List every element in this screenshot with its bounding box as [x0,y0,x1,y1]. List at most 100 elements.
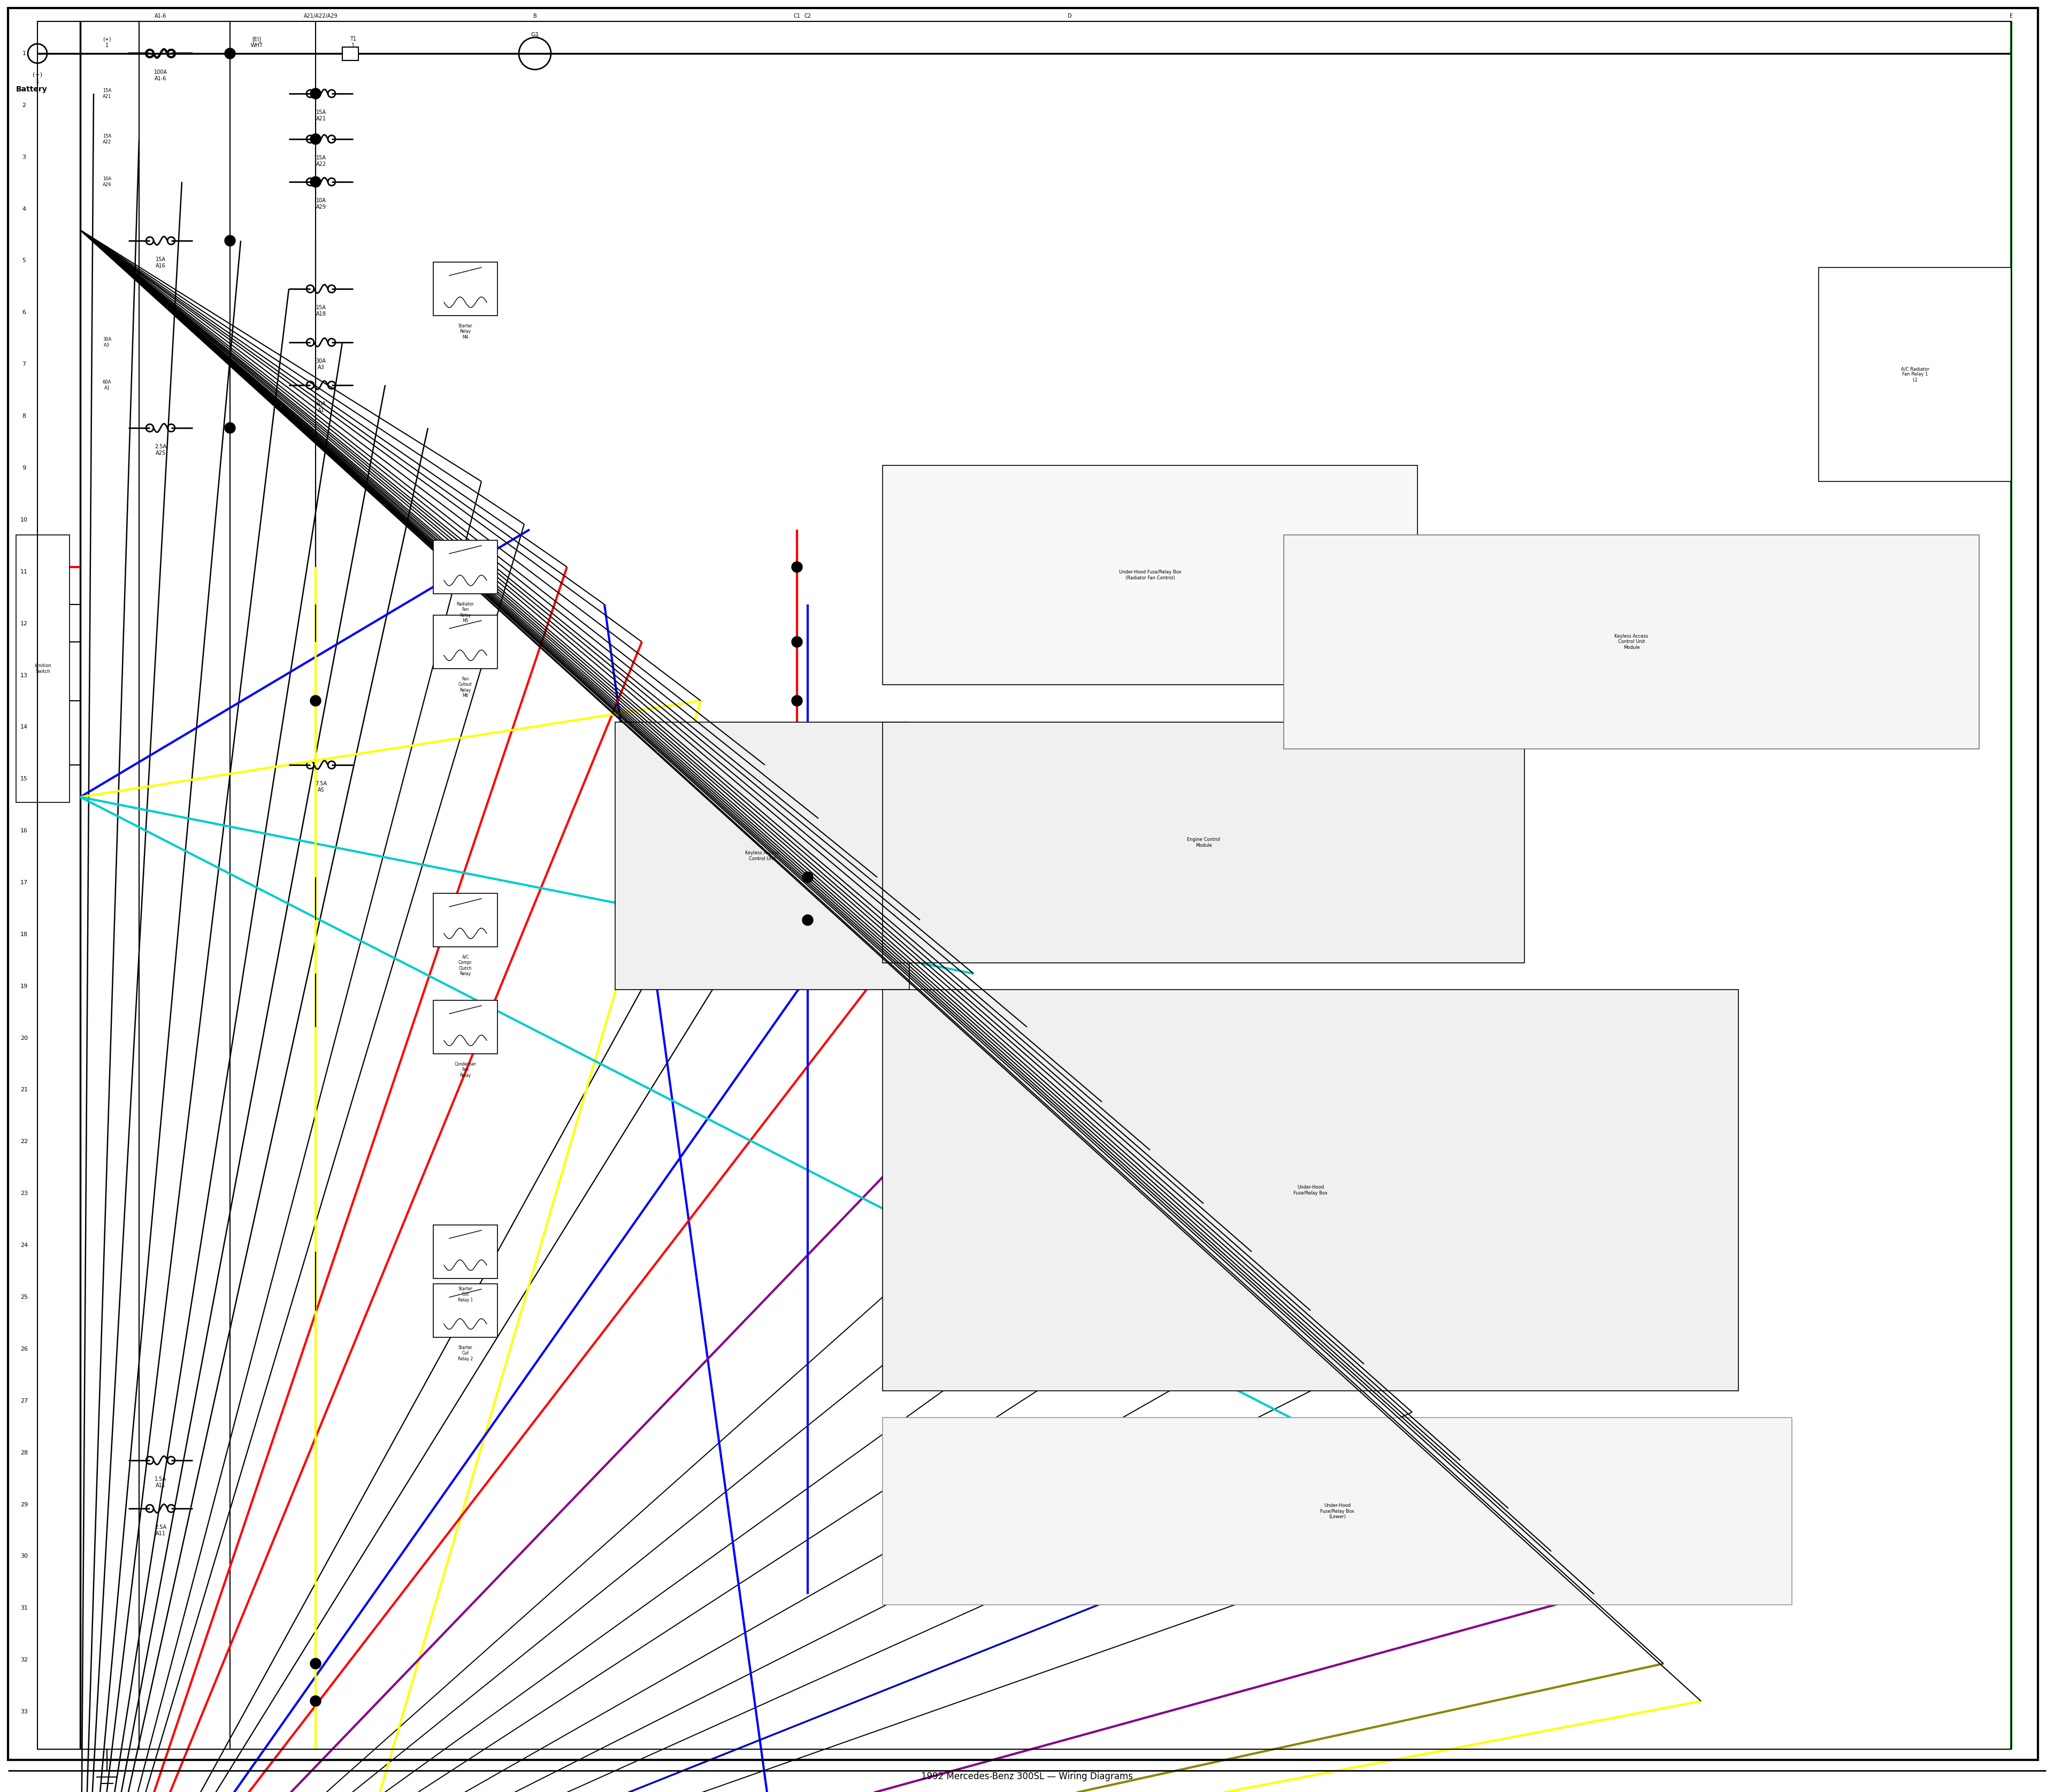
Text: 4: 4 [23,206,27,211]
Text: 17: 17 [21,880,29,885]
Text: 12: 12 [21,620,29,625]
Bar [883,1417,1791,1606]
Text: A1-6: A1-6 [154,13,166,18]
Circle shape [310,1695,320,1706]
Bar [433,615,497,668]
Text: A21/A22/A29: A21/A22/A29 [304,13,339,18]
Text: 26: 26 [21,1346,29,1351]
Text: 29: 29 [21,1502,29,1507]
Text: Starter
Cut
Relay 1: Starter Cut Relay 1 [458,1287,472,1303]
Text: Ignition
Switch: Ignition Switch [35,663,51,674]
Circle shape [224,48,236,59]
Text: 3: 3 [23,154,27,159]
Bar [433,262,497,315]
Text: (+)
1: (+) 1 [33,72,43,84]
Text: 7: 7 [23,362,27,367]
Text: B: B [534,13,536,18]
Text: 20: 20 [21,1036,29,1041]
Text: 13: 13 [21,672,29,677]
Text: A/C
Compr.
Clutch
Relay: A/C Compr. Clutch Relay [458,955,472,977]
Circle shape [803,914,813,925]
Text: E: E [2009,13,2013,18]
Text: 1992 Mercedes-Benz 300SL — Wiring Diagrams: 1992 Mercedes-Benz 300SL — Wiring Diagra… [920,1772,1134,1781]
Text: 15A
A22: 15A A22 [316,156,327,167]
Circle shape [224,235,236,246]
Text: D: D [1068,13,1072,18]
Text: [EI]
WHT: [EI] WHT [251,36,263,48]
Text: 1.5A
A11: 1.5A A11 [154,1477,166,1487]
Text: 15A
A21: 15A A21 [316,109,327,122]
Bar [433,1226,497,1278]
Text: G1: G1 [530,32,538,38]
Text: 100A
A1-6: 100A A1-6 [154,70,166,81]
Text: 10: 10 [21,518,29,523]
Text: 8: 8 [23,414,27,419]
Text: Under-Hood
Fuse/Relay Box
(Lower): Under-Hood Fuse/Relay Box (Lower) [1321,1503,1354,1520]
Bar [883,466,1417,685]
Circle shape [310,1658,320,1668]
Circle shape [224,423,236,434]
Text: 16: 16 [21,828,29,833]
Text: Keyless Access
Control Unit
Module: Keyless Access Control Unit Module [1614,634,1649,650]
Text: 5: 5 [23,258,27,263]
Text: Battery: Battery [16,86,47,93]
Text: Starter
Relay
M4: Starter Relay M4 [458,324,472,339]
Text: 31: 31 [21,1606,29,1611]
Circle shape [803,873,813,883]
Text: 27: 27 [21,1398,29,1403]
Circle shape [310,88,320,99]
Text: 33: 33 [21,1710,29,1715]
Bar [433,1000,497,1054]
Text: 6: 6 [23,310,27,315]
Circle shape [310,695,320,706]
Bar [433,894,497,946]
Text: 21: 21 [21,1088,29,1093]
Text: 15A
A21: 15A A21 [103,88,111,99]
Text: 22: 22 [21,1140,29,1145]
Text: 25: 25 [21,1294,29,1299]
Bar [614,722,910,989]
Text: 15: 15 [21,776,29,781]
Text: 32: 32 [21,1658,29,1663]
Text: Under-Hood Fuse/Relay Box
(Radiator Fan Control): Under-Hood Fuse/Relay Box (Radiator Fan … [1119,570,1181,581]
Text: T1
1: T1 1 [349,36,355,48]
Text: (+)
1: (+) 1 [103,36,111,48]
Text: Under-Hood
Fuse/Relay Box: Under-Hood Fuse/Relay Box [1294,1185,1327,1195]
Text: 2.5A
A11: 2.5A A11 [154,1525,166,1536]
Text: 15A
A16: 15A A16 [156,256,166,269]
Text: 14: 14 [21,724,29,729]
Text: Keyless Access
Control Unit: Keyless Access Control Unit [746,851,778,862]
Text: 30A
A3: 30A A3 [316,358,327,369]
Text: 9: 9 [23,466,27,471]
Text: A/C Radiator
Fan Relay 1
L1: A/C Radiator Fan Relay 1 L1 [1900,367,1929,382]
Text: 11: 11 [21,570,29,575]
Bar [883,722,1524,962]
Text: 60A
A1: 60A A1 [103,380,111,391]
Bar [343,47,357,61]
Circle shape [310,134,320,145]
Text: C2: C2 [805,13,811,18]
Bar [1284,536,1980,749]
Text: Engine Control
Module: Engine Control Module [1187,837,1220,848]
Text: C1: C1 [793,13,801,18]
Text: 2.5A
A25: 2.5A A25 [154,444,166,455]
Text: 15A
A18: 15A A18 [316,305,327,317]
Circle shape [791,561,803,572]
Bar [433,539,497,593]
Text: 28: 28 [21,1450,29,1455]
Text: 10A
A29: 10A A29 [103,177,111,186]
Text: 24: 24 [21,1242,29,1247]
Bar [16,536,70,803]
Circle shape [791,636,803,647]
Text: 23: 23 [21,1192,29,1197]
Bar [1818,267,2011,482]
Text: 30A
A3: 30A A3 [103,337,111,348]
Bar [433,1283,497,1337]
Bar [883,989,1738,1391]
Text: 15A
A22: 15A A22 [103,134,111,145]
Text: 60A
A1: 60A A1 [316,401,327,412]
Text: 2: 2 [23,102,27,108]
Text: 30: 30 [21,1554,29,1559]
Text: Starter
Cut
Relay 2: Starter Cut Relay 2 [458,1346,472,1362]
Text: 19: 19 [21,984,29,989]
